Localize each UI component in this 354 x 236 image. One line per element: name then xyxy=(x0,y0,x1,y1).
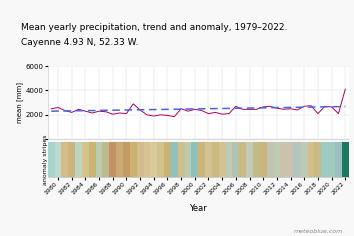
Bar xyxy=(301,142,308,177)
Bar xyxy=(68,142,75,177)
Bar xyxy=(308,142,314,177)
Bar xyxy=(178,142,184,177)
Bar xyxy=(225,142,233,177)
Bar xyxy=(246,142,253,177)
Bar xyxy=(82,142,89,177)
Bar xyxy=(253,142,260,177)
Bar xyxy=(103,142,109,177)
Bar xyxy=(239,142,246,177)
Bar xyxy=(109,142,116,177)
Bar xyxy=(287,142,294,177)
Bar xyxy=(75,142,82,177)
Bar xyxy=(48,142,55,177)
Bar xyxy=(280,142,287,177)
Bar xyxy=(89,142,96,177)
Bar xyxy=(198,142,205,177)
Text: Year: Year xyxy=(189,204,207,213)
Bar xyxy=(192,142,198,177)
Bar xyxy=(314,142,321,177)
Y-axis label: anomaly stripes: anomaly stripes xyxy=(42,134,47,185)
Bar xyxy=(123,142,130,177)
Text: meteoblue.com: meteoblue.com xyxy=(294,229,343,234)
Bar xyxy=(116,142,123,177)
Bar xyxy=(267,142,274,177)
Bar xyxy=(96,142,103,177)
Bar xyxy=(335,142,342,177)
Bar xyxy=(130,142,137,177)
Bar xyxy=(143,142,150,177)
Bar xyxy=(321,142,328,177)
Text: Mean yearly precipitation, trend and anomaly, 1979–2022.: Mean yearly precipitation, trend and ano… xyxy=(21,23,287,32)
Y-axis label: mean [mm]: mean [mm] xyxy=(16,82,23,123)
Bar xyxy=(184,142,192,177)
Bar xyxy=(294,142,301,177)
Bar xyxy=(328,142,335,177)
Bar xyxy=(274,142,280,177)
Bar xyxy=(171,142,178,177)
Bar xyxy=(212,142,219,177)
Bar xyxy=(150,142,157,177)
Bar xyxy=(164,142,171,177)
Bar xyxy=(55,142,62,177)
Bar xyxy=(157,142,164,177)
Bar xyxy=(233,142,239,177)
Bar xyxy=(62,142,68,177)
Bar xyxy=(260,142,267,177)
Text: Cayenne 4.93 N, 52.33 W.: Cayenne 4.93 N, 52.33 W. xyxy=(21,38,139,47)
Bar xyxy=(219,142,225,177)
Bar xyxy=(137,142,143,177)
Bar xyxy=(205,142,212,177)
Bar xyxy=(342,142,349,177)
